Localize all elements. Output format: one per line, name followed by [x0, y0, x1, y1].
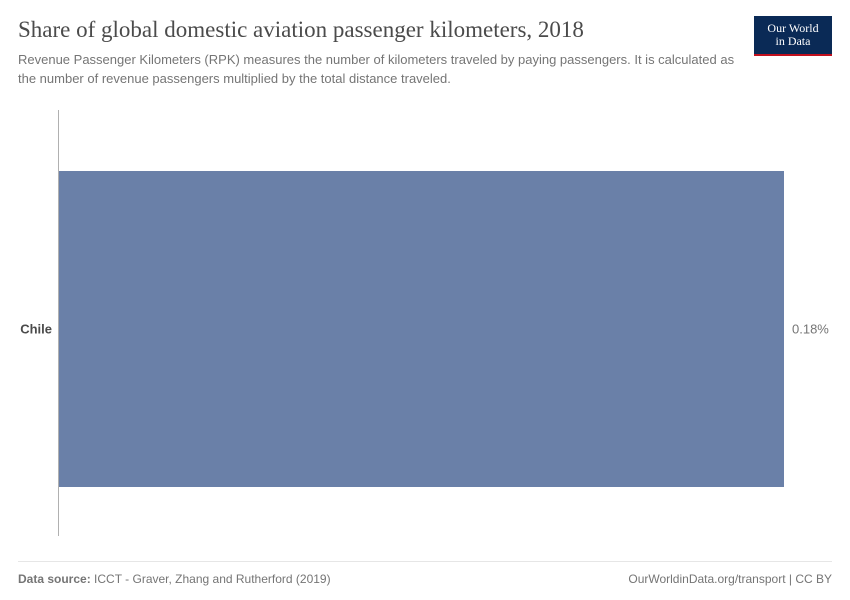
chart-title: Share of global domestic aviation passen…	[18, 16, 740, 45]
footer-source: Data source: ICCT - Graver, Zhang and Ru…	[18, 572, 331, 586]
plot-area: Chile 0.18%	[18, 110, 832, 548]
category-label: Chile	[18, 322, 52, 337]
chart-container: Share of global domestic aviation passen…	[0, 0, 850, 600]
footer: Data source: ICCT - Graver, Zhang and Ru…	[18, 561, 832, 586]
value-label: 0.18%	[792, 322, 829, 337]
header: Share of global domestic aviation passen…	[18, 16, 832, 88]
logo-line2: in Data	[775, 34, 810, 48]
owid-logo: Our World in Data	[754, 16, 832, 56]
bar-chile	[59, 171, 784, 486]
source-text: ICCT - Graver, Zhang and Rutherford (201…	[94, 572, 331, 586]
source-label: Data source:	[18, 572, 91, 586]
chart-subtitle: Revenue Passenger Kilometers (RPK) measu…	[18, 51, 740, 89]
footer-attribution: OurWorldinData.org/transport | CC BY	[628, 572, 832, 586]
header-text: Share of global domestic aviation passen…	[18, 16, 754, 88]
